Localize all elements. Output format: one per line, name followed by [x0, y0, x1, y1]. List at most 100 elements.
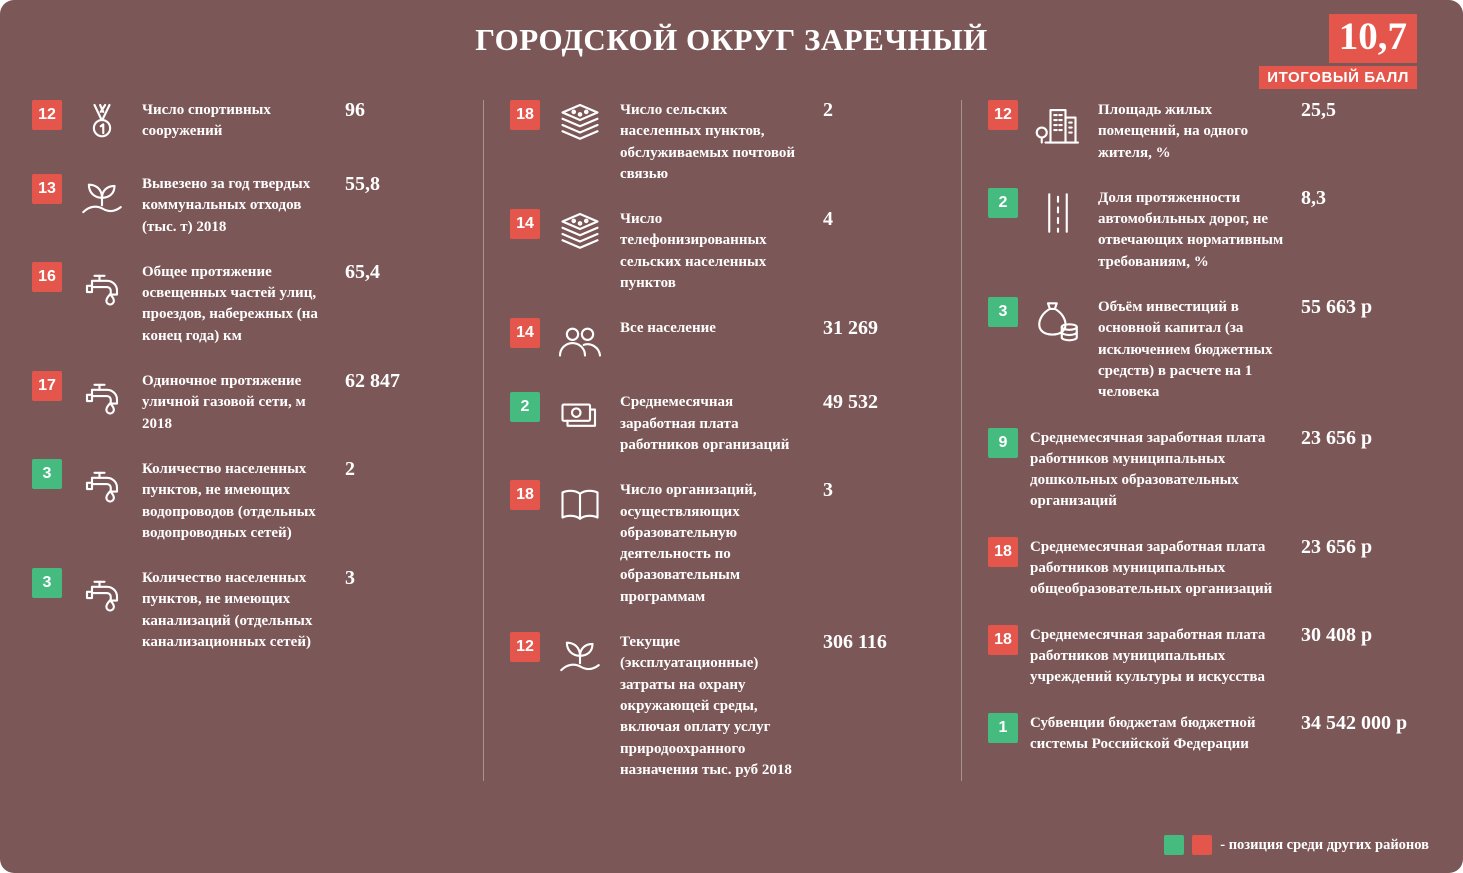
legend-red-square — [1192, 835, 1213, 855]
chip-stack-icon — [552, 209, 608, 259]
page-title: ГОРОДСКОЙ ОКРУГ ЗАРЕЧНЫЙ — [475, 22, 988, 57]
indicator-label: Площадь жилых помещений, на одного жител… — [1098, 102, 1249, 161]
rank-badge: 3 — [32, 458, 62, 489]
indicator-label: Объём инвестиций в основной капитал (за … — [1098, 299, 1273, 401]
indicator-row: 18 Среднемесячная заработная плата работн… — [988, 535, 1413, 601]
rank-badge: 12 — [510, 632, 540, 663]
indicator-value: 3 — [823, 479, 833, 502]
indicator-label: Все население — [620, 320, 716, 337]
indicator-value: 62 847 — [345, 370, 400, 393]
indicator-row: 17 Одиночное протяжение уличной газовой с… — [32, 370, 457, 435]
indicator-value: 2 — [345, 457, 355, 480]
rank-badge: 18 — [510, 100, 540, 130]
tap-icon — [74, 459, 130, 509]
indicator-label: Число спортивных сооружений — [142, 102, 271, 140]
indicator-label: Вывезено за год твердых коммунальных отх… — [142, 176, 311, 235]
indicator-row: 12 Текущие (эксплуатационные) затраты на … — [510, 631, 935, 781]
indicator-value: 306 116 — [823, 631, 887, 654]
legend: - позиция среди других районов — [1164, 835, 1429, 855]
rank-badge: 17 — [32, 371, 62, 402]
indicator-value: 65,4 — [345, 260, 380, 283]
indicator-row: 3 Количество населенных пунктов, не имеющ… — [32, 567, 457, 653]
indicator-label: Число телефонизированных сельских населе… — [620, 211, 767, 292]
total-score-label: ИТОГОВЫЙ БАЛЛ — [1259, 65, 1417, 89]
rank-badge: 2 — [988, 187, 1018, 218]
indicator-value: 23 656 р — [1301, 535, 1373, 558]
indicator-row: 16 Общее протяжение освещенных частей ули… — [32, 260, 457, 347]
indicator-value: 55,8 — [345, 173, 380, 195]
indicator-label: Общее протяжение освещенных частей улиц,… — [142, 263, 318, 344]
rank-badge: 3 — [988, 297, 1018, 328]
indicator-row: 18 Среднемесячная заработная плата работн… — [988, 623, 1413, 689]
indicator-label: Текущие (эксплуатационные) затраты на ох… — [620, 634, 792, 778]
indicator-value: 2 — [823, 99, 833, 121]
indicator-row: 2 Среднемесячная заработная плата работни… — [510, 391, 935, 456]
indicator-row: 12 Площадь жилых помещений, на одного жит… — [988, 99, 1413, 164]
indicator-label: Количество населенных пунктов, не имеющи… — [142, 460, 316, 541]
indicators-column-3: 12 Площадь жилых помещений, на одного жит… — [961, 99, 1439, 782]
indicator-value: 23 656 р — [1301, 426, 1373, 449]
indicator-label: Доля протяженности автомобильных дорог, … — [1098, 189, 1284, 270]
indicator-value: 25,5 — [1301, 99, 1336, 121]
indicator-row: 13 Вывезено за год твердых коммунальных о… — [32, 173, 457, 238]
people-icon — [552, 318, 608, 368]
indicator-value: 96 — [345, 99, 365, 121]
indicator-label: Количество населенных пунктов, не имеющи… — [142, 570, 313, 651]
indicator-row: 14 Все население 31 269 — [510, 317, 935, 368]
buildings-icon — [1030, 100, 1086, 150]
legend-label: - позиция среди других районов — [1220, 836, 1429, 853]
rank-badge: 18 — [988, 624, 1018, 655]
rank-badge: 12 — [32, 100, 62, 130]
rank-badge: 14 — [510, 209, 540, 240]
indicator-value: 31 269 — [823, 317, 878, 340]
indicator-value: 3 — [345, 567, 355, 590]
indicator-value: 4 — [823, 208, 833, 231]
rank-badge: 2 — [510, 392, 540, 423]
tap-icon — [74, 371, 130, 421]
total-score: 10,7 — [1328, 14, 1417, 63]
indicator-label: Среднемесячная заработная плата работник… — [620, 394, 790, 453]
indicator-value: 8,3 — [1301, 186, 1326, 209]
indicator-row: 2 Доля протяженности автомобильных дорог,… — [988, 186, 1413, 273]
indicator-label: Субвенции бюджетам бюджетной системы Рос… — [1030, 714, 1256, 752]
rank-badge: 3 — [32, 568, 62, 599]
rank-badge: 16 — [32, 261, 62, 292]
indicator-row: 3 Объём инвестиций в основной капитал (за… — [988, 296, 1413, 403]
book-icon — [552, 480, 608, 530]
medal-icon — [74, 100, 130, 150]
rank-badge: 14 — [510, 318, 540, 349]
indicator-label: Одиночное протяжение уличной газовой сет… — [142, 373, 306, 432]
plant-hand-icon — [74, 174, 130, 224]
indicator-value: 49 532 — [823, 391, 878, 414]
indicators-column-2: 18 Число сельских населенных пунктов, обс… — [483, 99, 961, 782]
moneybag-icon — [1030, 297, 1086, 347]
rank-badge: 12 — [988, 100, 1018, 130]
banknotes-icon — [552, 392, 608, 442]
rank-badge: 1 — [988, 712, 1018, 743]
rank-badge: 18 — [510, 480, 540, 511]
indicator-value: 55 663 р — [1301, 296, 1373, 319]
rank-badge: 18 — [988, 536, 1018, 567]
indicator-value: 30 408 р — [1301, 623, 1373, 646]
tap-icon — [74, 262, 130, 312]
tap-icon — [74, 568, 130, 618]
indicator-columns: 12 Число спортивных сооружений 96 13 Вывезен… — [24, 99, 1439, 782]
indicator-label: Среднемесячная заработная плата работник… — [1030, 626, 1266, 686]
chip-stack-icon — [552, 100, 608, 150]
indicator-row: 12 Число спортивных сооружений 96 — [32, 99, 457, 150]
indicator-label: Среднемесячная заработная плата работник… — [1030, 429, 1266, 510]
road-icon — [1030, 188, 1086, 238]
plant-hand-icon — [552, 632, 608, 682]
legend-green-square — [1164, 835, 1185, 855]
indicator-label: Число сельских населенных пунктов, обслу… — [620, 102, 795, 182]
indicators-column-1: 12 Число спортивных сооружений 96 13 Вывезен… — [24, 99, 483, 781]
indicator-row: 14 Число телефонизированных сельских насе… — [510, 208, 935, 294]
indicator-row: 3 Количество населенных пунктов, не имеющ… — [32, 457, 457, 544]
indicator-row: 1 Субвенции бюджетам бюджетной системы Ро… — [988, 711, 1413, 756]
indicator-row: 9 Среднемесячная заработная плата работни… — [988, 426, 1413, 513]
rank-badge: 13 — [32, 174, 62, 204]
indicator-row: 18 Число организаций, осуществляющих обра… — [510, 479, 935, 608]
indicator-label: Число организаций, осуществляющих образо… — [620, 482, 757, 605]
indicator-value: 34 542 000 р — [1301, 711, 1408, 734]
